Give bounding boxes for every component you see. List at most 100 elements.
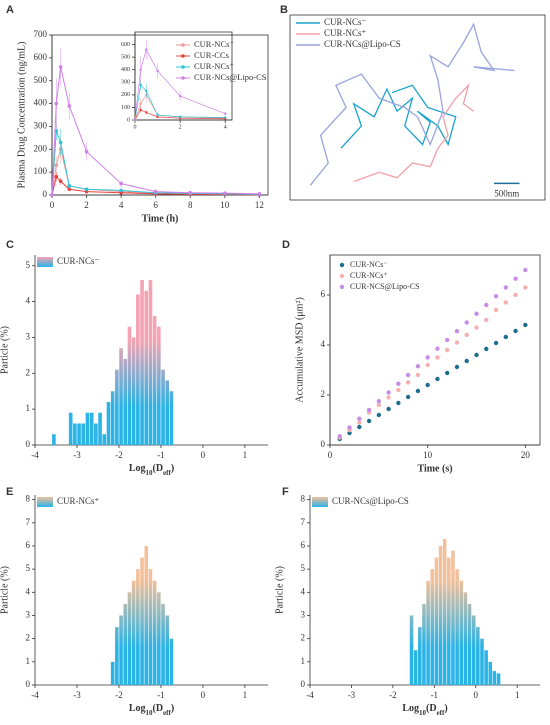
x-tick-label: 2 — [84, 200, 89, 210]
x-tick-label: 4 — [119, 200, 124, 210]
data-point — [67, 184, 72, 188]
bar — [119, 348, 123, 445]
bar — [492, 671, 497, 685]
bar — [94, 423, 98, 445]
bar — [422, 603, 426, 685]
data-point — [454, 364, 460, 370]
data-point — [445, 370, 450, 376]
x-axis-label-part: ) — [171, 463, 174, 474]
bar — [144, 290, 149, 445]
x-tick-label: -4 — [31, 450, 39, 460]
x-tick-label: -3 — [73, 690, 81, 700]
data-point — [347, 425, 352, 430]
bar — [447, 557, 451, 685]
data-point — [156, 113, 159, 117]
legend-marker — [181, 65, 185, 69]
y-tick-label: 0 — [43, 189, 48, 199]
y-tick-label: 1 — [26, 403, 31, 413]
data-point — [224, 112, 227, 115]
data-point — [376, 402, 382, 408]
data-point — [145, 111, 148, 114]
y-tick-label: 4 — [26, 296, 31, 306]
bar — [110, 391, 115, 445]
bar — [161, 603, 165, 685]
data-point — [425, 382, 430, 388]
data-point — [178, 94, 182, 98]
series-line — [134, 48, 226, 121]
data-point — [178, 115, 182, 119]
y-tick-label: 4 — [26, 586, 31, 596]
data-point — [58, 65, 63, 69]
data-point — [119, 181, 123, 186]
data-point — [223, 191, 227, 195]
legend-swatch — [37, 257, 53, 267]
data-point — [357, 416, 362, 421]
bar — [85, 412, 90, 445]
bar — [455, 569, 459, 685]
data-point — [474, 311, 479, 316]
data-point — [366, 418, 372, 424]
x-tick-label: 20 — [521, 450, 531, 460]
data-point — [484, 346, 489, 352]
bar — [438, 545, 443, 685]
bar — [68, 412, 73, 445]
data-point — [153, 189, 158, 194]
legend-label: CUR-CCs — [194, 50, 229, 60]
data-point — [396, 400, 401, 406]
x-tick-label: 6 — [153, 200, 158, 210]
x-tick-label: 1 — [515, 690, 520, 700]
panel-letter: F — [282, 486, 289, 498]
bar — [131, 337, 136, 445]
x-axis-label: Time (s) — [417, 463, 452, 474]
bar — [81, 423, 86, 445]
data-point — [357, 420, 362, 425]
x-axis-label: Log10(Deff) — [402, 703, 447, 716]
y-tick-label: 6 — [301, 540, 306, 550]
x-tick-label: 1 — [243, 450, 248, 460]
y-tick-label: 100 — [34, 166, 48, 176]
bar — [476, 627, 480, 685]
x-tick-label: 0 — [50, 200, 55, 210]
x-tick-label: 0 — [134, 124, 137, 130]
data-point — [67, 104, 72, 108]
data-point — [474, 325, 479, 330]
data-point — [415, 372, 421, 378]
data-point — [50, 193, 54, 197]
data-point — [396, 381, 401, 386]
x-tick-label: -3 — [73, 450, 81, 460]
data-point — [464, 332, 469, 338]
bar — [467, 603, 472, 685]
y-tick-label: 200 — [34, 143, 48, 153]
bar — [98, 412, 102, 445]
data-point — [523, 322, 528, 328]
legend-label: CUR-NCs@Lipo-CS — [194, 72, 267, 82]
bar — [115, 627, 119, 685]
data-point — [337, 434, 342, 439]
legend-marker — [339, 273, 345, 279]
series-line — [51, 66, 260, 196]
bar — [459, 580, 464, 685]
x-axis-label-part: eff — [163, 469, 171, 477]
data-point — [58, 179, 63, 184]
x-axis-label-part: Log — [402, 703, 419, 714]
x-tick-label: -4 — [31, 690, 39, 700]
bar — [127, 326, 132, 445]
data-point — [357, 424, 362, 430]
data-point — [366, 407, 372, 413]
y-tick-label: 6 — [26, 540, 31, 550]
panel-letter: A — [6, 4, 14, 16]
bar — [115, 369, 119, 445]
bar — [152, 315, 157, 445]
x-axis-label-part: ) — [444, 703, 447, 714]
x-axis-label-part: (D — [152, 463, 163, 474]
legend-label: CUR-NCs⁺ — [324, 28, 367, 38]
y-tick-label: 4 — [301, 586, 306, 596]
y-tick-label: 0 — [301, 679, 306, 689]
x-axis-label-part: ) — [171, 703, 174, 714]
data-point — [425, 355, 430, 360]
y-tick-label: 400 — [121, 67, 130, 73]
data-point — [396, 387, 401, 393]
bar — [140, 280, 144, 445]
legend-label: CUR-NCs@Lipo-CS — [332, 496, 409, 506]
data-point — [415, 364, 421, 369]
